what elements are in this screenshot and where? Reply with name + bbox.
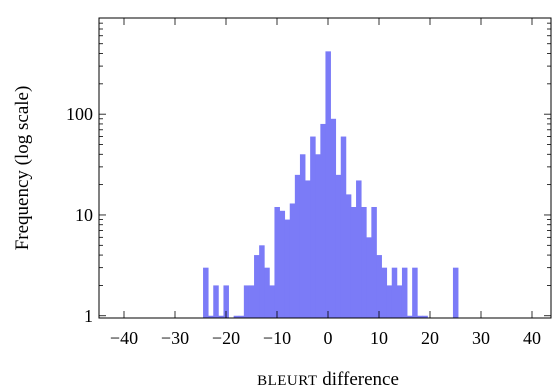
histogram-bar (376, 255, 382, 318)
histogram-bar (310, 136, 316, 318)
tick-labels-group: −40 −30 −20 −10 0 10 20 30 40 1 10 100 (66, 104, 541, 348)
histogram-bar (254, 255, 260, 318)
histogram-bar (223, 285, 229, 318)
bars-group (203, 51, 459, 319)
histogram-bar (345, 194, 352, 318)
histogram-bar (259, 245, 265, 318)
x-tick-label: −10 (263, 328, 291, 348)
x-tick-label: 30 (472, 328, 490, 348)
histogram-bar (243, 285, 250, 318)
x-tick-label: −20 (212, 328, 240, 348)
y-axis-label: Frequency (log scale) (12, 86, 33, 251)
x-tick-label: 10 (370, 328, 388, 348)
histogram-bar (289, 203, 296, 318)
histogram-bar (330, 118, 337, 318)
histogram-bar (452, 267, 459, 318)
histogram-bar (203, 267, 209, 318)
histogram-bar (269, 285, 275, 318)
histogram-bar (350, 206, 357, 318)
histogram-bar (299, 154, 306, 318)
histogram-bar (279, 210, 286, 318)
plot-frame (98, 17, 552, 319)
histogram-bar (340, 136, 347, 318)
histogram-bar (213, 285, 219, 318)
ticks-group (99, 17, 551, 318)
histogram-bar (335, 174, 342, 318)
histogram-bar (422, 315, 428, 318)
histogram-bar (401, 267, 408, 318)
x-axis-label: BLEURT difference (257, 369, 399, 388)
x-tick-label: 0 (324, 328, 333, 348)
histogram-bar (233, 315, 240, 318)
histogram-bar (315, 154, 321, 318)
histogram-bar (325, 51, 331, 319)
histogram-bar (417, 315, 423, 318)
histogram-bar (361, 206, 367, 318)
histogram-bar (381, 267, 388, 318)
histogram-bar (305, 180, 311, 318)
y-tick-label: 1 (84, 306, 93, 326)
histogram-bar (274, 206, 280, 318)
histogram-bar (218, 315, 224, 318)
histogram-bar (284, 219, 291, 318)
x-tick-label: 20 (421, 328, 439, 348)
histogram-bar (396, 285, 403, 318)
x-tick-label: 40 (523, 328, 541, 348)
histogram-bar (320, 123, 326, 318)
histogram-bar (366, 237, 372, 318)
histogram-bar (371, 206, 377, 318)
histogram-bar (386, 285, 393, 318)
x-tick-label: −30 (161, 328, 189, 348)
x-tick-label: −40 (110, 328, 138, 348)
histogram-bar (208, 315, 214, 318)
histogram-bar (412, 267, 418, 318)
histogram-bar (356, 180, 362, 318)
histogram-bar (391, 267, 398, 318)
y-tick-label: 100 (66, 104, 93, 124)
histogram-bar (264, 267, 270, 318)
histogram-bar (238, 315, 245, 318)
y-tick-label: 10 (75, 205, 93, 225)
histogram-bar (294, 174, 301, 318)
histogram-bar (407, 315, 413, 318)
histogram-bar (248, 285, 255, 318)
